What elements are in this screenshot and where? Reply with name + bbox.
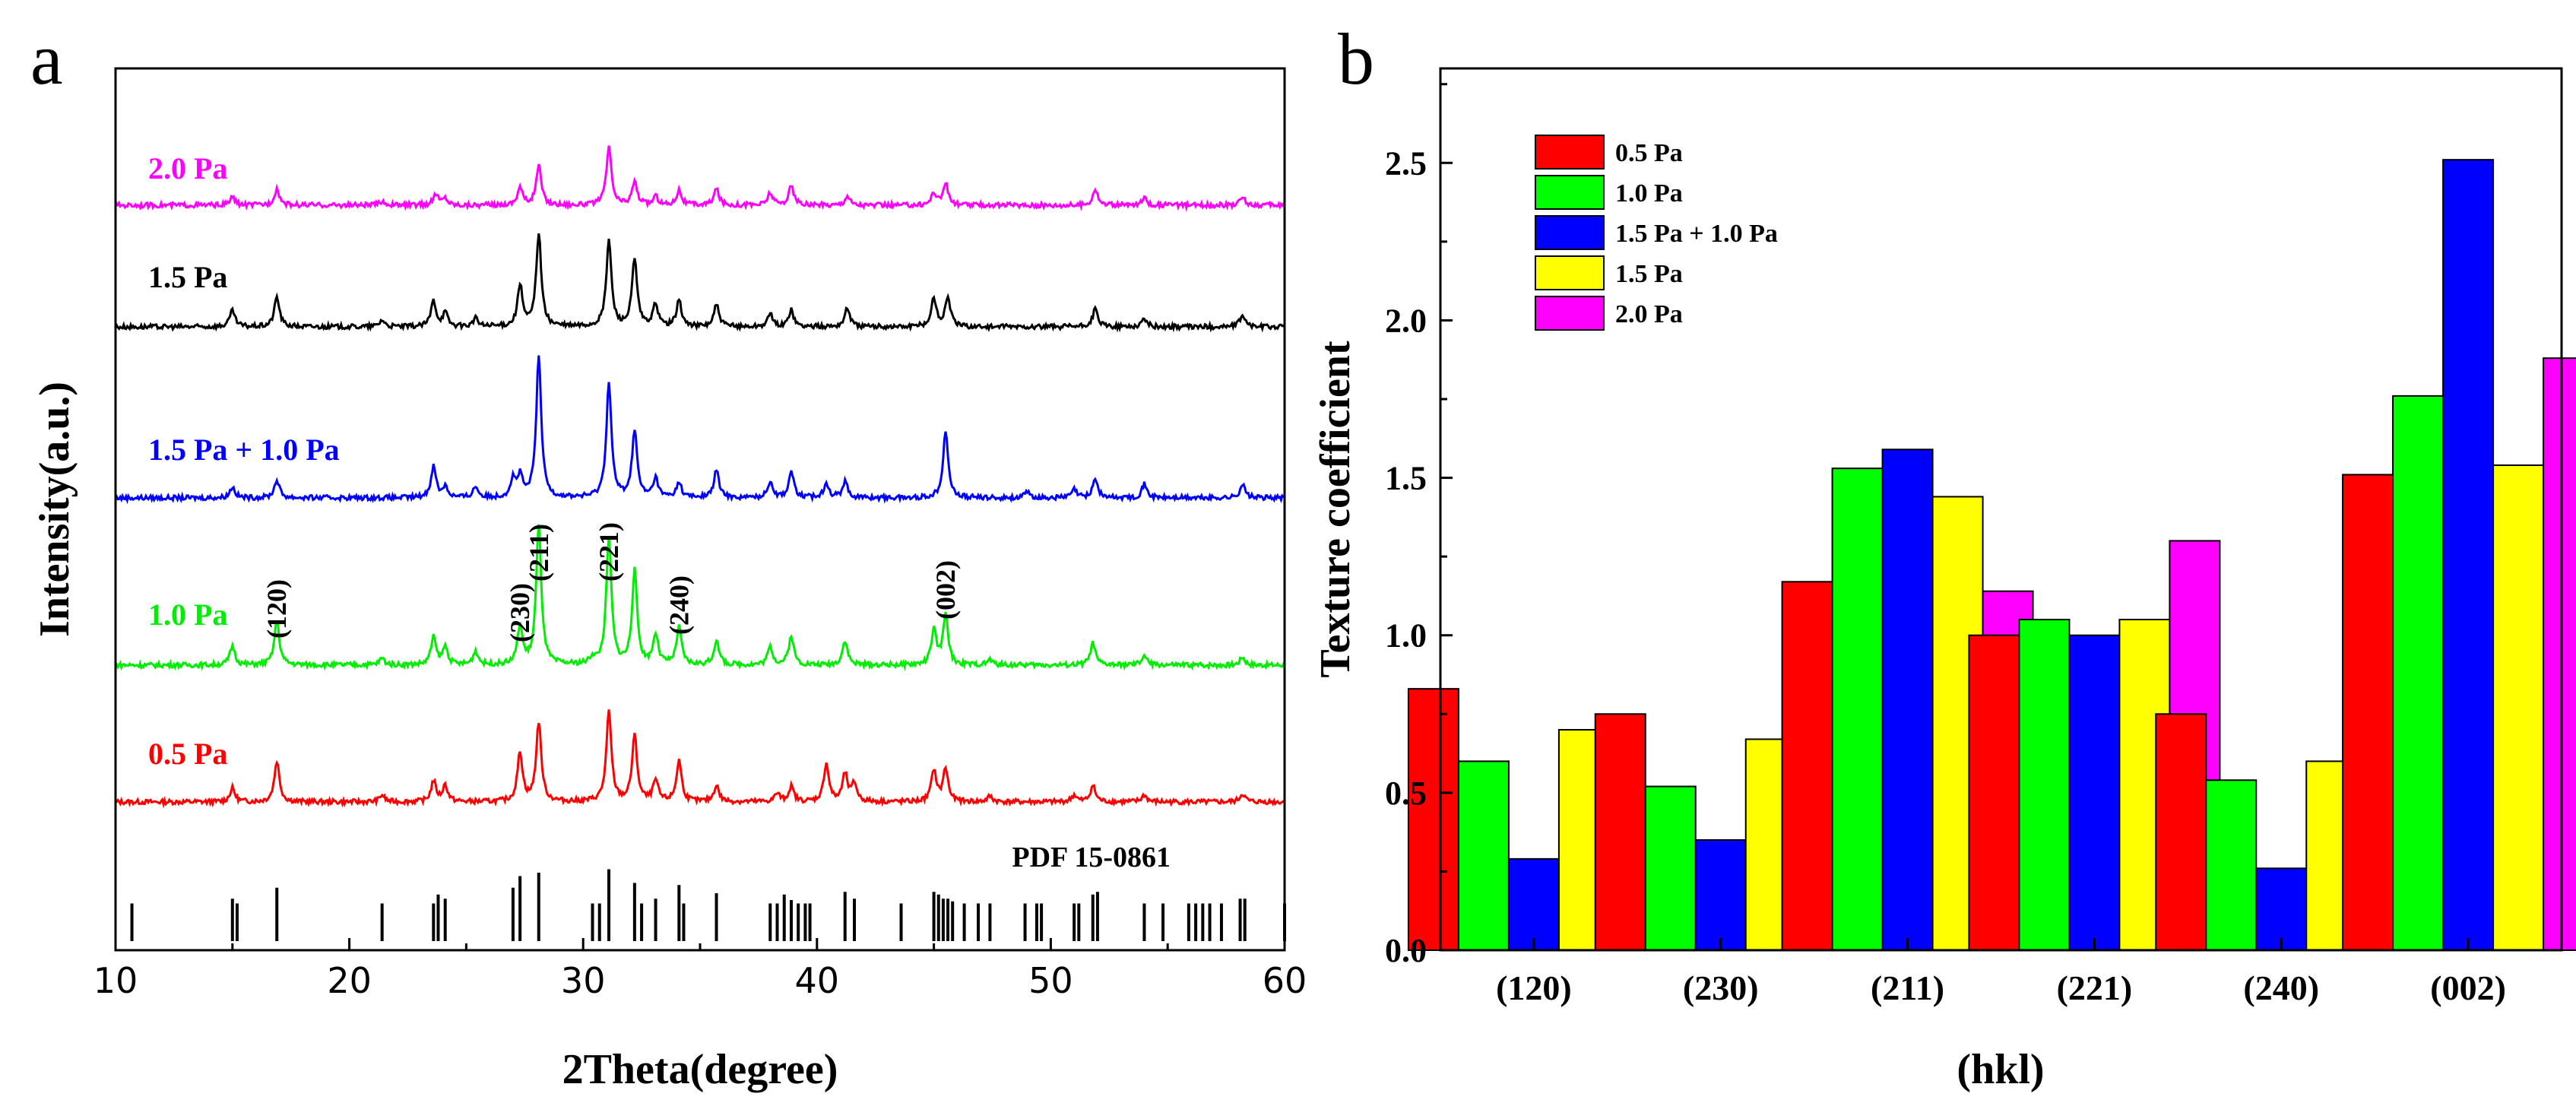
- bar-x-tick-label: (240): [2243, 968, 2319, 1007]
- legend-swatch: [1535, 135, 1605, 170]
- bar-y-tick-label: 1.0: [1385, 617, 1427, 655]
- legend-swatch: [1535, 215, 1605, 250]
- bar-x-tick-label: (120): [1496, 968, 1572, 1007]
- peak-label: (230): [505, 583, 535, 642]
- bar: [1781, 581, 1833, 951]
- peak-labels: (120) (230)(211) (221) (240) (002): [261, 522, 961, 642]
- texture-bar-chart: 0.00.51.01.52.02.5 (120) (230) (211) (221)(…: [1312, 67, 2576, 1093]
- panel-b-label: b: [1338, 18, 1374, 100]
- xrd-x-tick-label: 10: [93, 960, 138, 1001]
- xrd-series-label: 0.5 Pa: [148, 737, 227, 771]
- reference-pattern: [130, 869, 1286, 941]
- bar-y-tick-label: 1.5: [1385, 460, 1427, 497]
- legend-label: 1.5 Pa + 1.0 Pa: [1615, 220, 1778, 248]
- peak-label: (240): [664, 575, 694, 635]
- bar: [1644, 785, 1697, 951]
- xrd-series-label: 2.0 Pa: [148, 151, 227, 185]
- bar: [1457, 760, 1510, 952]
- xrd-series-labels: 0.5 Pa 1.0 Pa 1.5 Pa + 1.0 Pa 1.5 Pa 2.0 Pa: [148, 151, 340, 771]
- xrd-trace: [114, 355, 1285, 505]
- bar-plot-frame: [1439, 67, 2563, 952]
- xrd-trace: [115, 524, 1286, 672]
- xrd-series-label: 1.0 Pa: [148, 597, 227, 632]
- xrd-plot-frame: [114, 67, 1286, 952]
- bar: [2155, 713, 2207, 951]
- peak-label: (211): [524, 524, 554, 582]
- bar-y-axis: 0.0 0.5 1.0 1.5 2.0 2.5: [1385, 83, 1453, 969]
- legend-swatch: [1535, 296, 1605, 331]
- reference-label: PDF 15-0861: [1012, 842, 1171, 873]
- legend-label: 1.0 Pa: [1615, 179, 1683, 208]
- bar: [2392, 395, 2445, 951]
- xrd-x-tick-label: 40: [795, 960, 840, 1001]
- bar: [2342, 474, 2394, 951]
- legend-swatch: [1535, 255, 1605, 290]
- bar-x-tick-label: (211): [1871, 968, 1944, 1007]
- xrd-x-axis-title: 2Theta(degree): [562, 1046, 838, 1093]
- bar-x-tick-label: (221): [2057, 968, 2133, 1007]
- xrd-trace: [114, 233, 1286, 333]
- peak-label: (120): [261, 579, 292, 639]
- bar: [1694, 839, 1747, 951]
- bar: [1831, 468, 1884, 951]
- bar: [1594, 713, 1646, 951]
- bar-x-axis: (120) (230) (211) (221) (240) (002): [1496, 938, 2506, 1007]
- legend-label: 1.5 Pa: [1615, 260, 1683, 288]
- legend-swatch: [1535, 175, 1605, 210]
- bar: [1407, 688, 1459, 952]
- bar: [2442, 159, 2495, 952]
- xrd-x-tick-label: 30: [561, 960, 606, 1001]
- bar: [2205, 779, 2258, 952]
- bar-legend: 0.5 Pa 1.0 Pa 1.5 Pa + 1.0 Pa 1.5 Pa 2.0 Pa: [1535, 135, 1778, 331]
- bar: [2492, 464, 2545, 951]
- panel-a-label: a: [30, 18, 63, 100]
- xrd-series-label: 1.5 Pa: [148, 260, 227, 294]
- bar-x-tick-label: (230): [1683, 968, 1759, 1007]
- xrd-chart: 0.5 Pa1.0 Pa1.5 Pa + 1.0 Pa1.5 Pa2.0 Pa …: [31, 67, 1307, 1093]
- xrd-trace: [114, 145, 1286, 212]
- bar: [1968, 634, 2020, 951]
- xrd-x-tick-label: 20: [327, 960, 372, 1001]
- bar: [1881, 448, 1934, 951]
- bar-group: [1407, 159, 2576, 952]
- xrd-x-axis: 10 20 30 40 50 60: [93, 938, 1307, 1001]
- bar-y-tick-label: 0.0: [1385, 932, 1427, 969]
- bar: [2255, 867, 2308, 952]
- bar-x-axis-title: (hkl): [1957, 1046, 2044, 1093]
- xrd-x-tick-label: 50: [1028, 960, 1073, 1001]
- bar-y-tick-label: 2.5: [1385, 144, 1427, 182]
- bar: [2068, 634, 2121, 951]
- bar-y-tick-label: 0.5: [1385, 775, 1427, 812]
- bar: [1507, 857, 1560, 952]
- peak-label: (221): [594, 522, 624, 582]
- peak-label: (002): [930, 560, 961, 620]
- legend-label: 2.0 Pa: [1615, 300, 1683, 328]
- bar: [2543, 357, 2576, 951]
- xrd-series-group: [114, 145, 1286, 809]
- xrd-x-tick-label: 60: [1263, 960, 1307, 1001]
- bar-y-axis-title: Texture coefficient: [1312, 341, 1359, 678]
- xrd-series-label: 1.5 Pa + 1.0 Pa: [148, 433, 340, 467]
- xrd-y-axis-title: Intensity(a.u.): [31, 382, 78, 637]
- bar: [2018, 619, 2071, 951]
- xrd-trace: [115, 709, 1286, 809]
- bar-y-tick-label: 2.0: [1385, 302, 1427, 339]
- legend-label: 0.5 Pa: [1615, 139, 1683, 167]
- bar-x-tick-label: (002): [2430, 968, 2506, 1007]
